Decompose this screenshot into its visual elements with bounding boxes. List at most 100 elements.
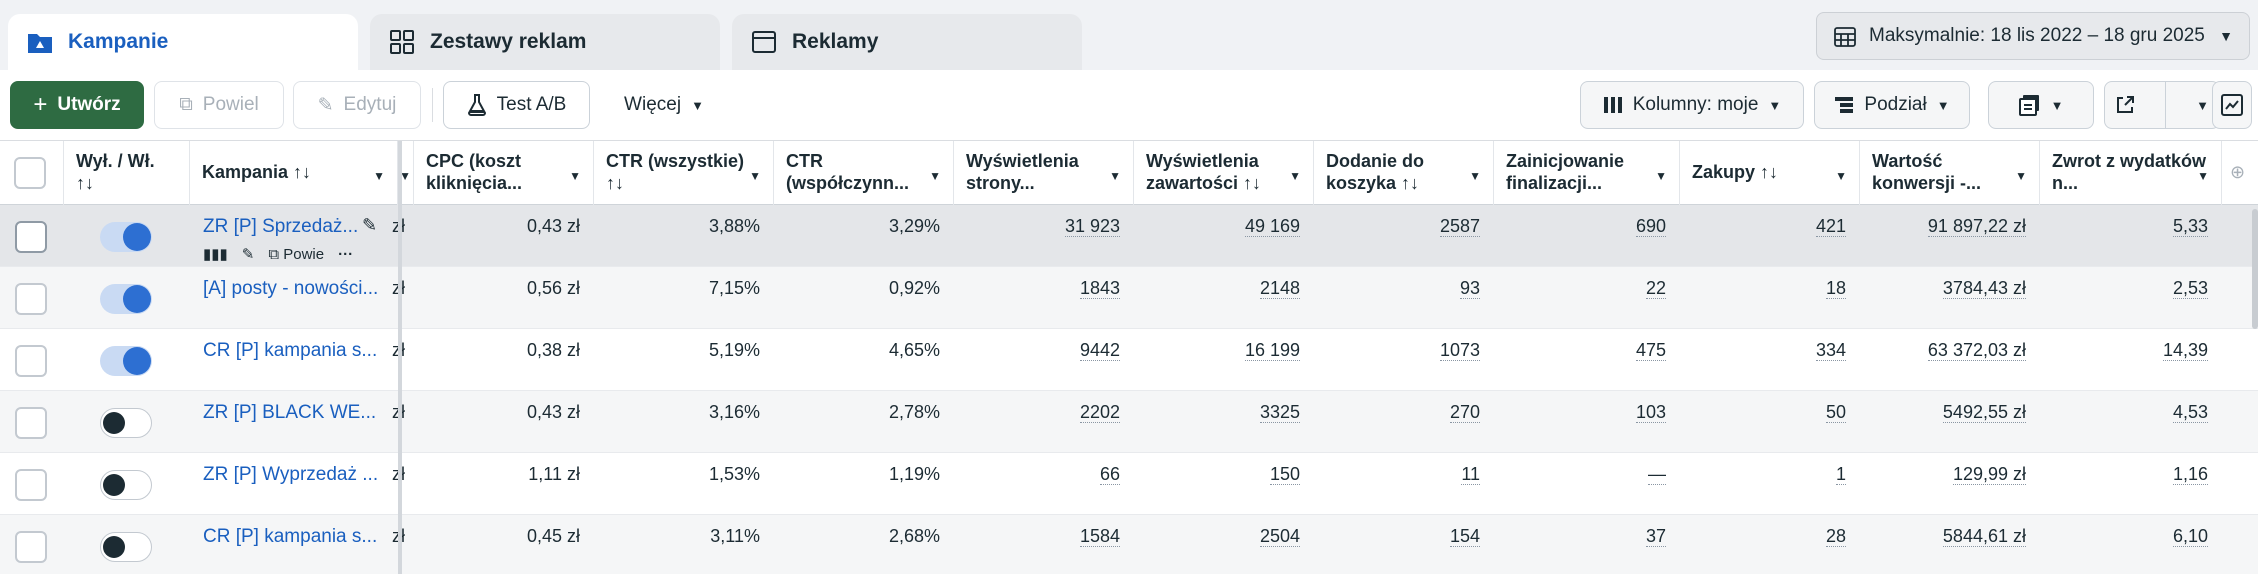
table-row[interactable]: ZR [P] Sprzedaż...zł0,43 zł3,88%3,29%31 … bbox=[0, 205, 2258, 267]
vertical-scrollbar[interactable] bbox=[2252, 209, 2258, 329]
cell-checkout[interactable]: — bbox=[1494, 453, 1680, 515]
row-checkbox[interactable] bbox=[15, 531, 47, 563]
cell-roas[interactable]: 4,53 bbox=[2040, 391, 2222, 453]
select-all-checkbox[interactable] bbox=[14, 157, 46, 189]
edit-icon[interactable]: ✎ bbox=[241, 246, 255, 263]
reports-button[interactable]: ▼ bbox=[1988, 81, 2094, 129]
header-page-views[interactable]: Wyświetlenia strony... ▼ bbox=[954, 141, 1134, 205]
cell-roas[interactable]: 14,39 bbox=[2040, 329, 2222, 391]
edit-button[interactable]: ✎ Edytuj bbox=[293, 81, 421, 129]
table-row[interactable]: CR [P] kampania s...zł0,38 zł5,19%4,65%9… bbox=[0, 329, 2258, 391]
export-button[interactable]: ▼ bbox=[2104, 81, 2220, 129]
campaign-toggle[interactable] bbox=[100, 408, 152, 438]
cell-checkout[interactable]: 37 bbox=[1494, 515, 1680, 574]
cell-page-views[interactable]: 1843 bbox=[954, 267, 1134, 329]
header-content-views[interactable]: Wyświetlenia zawartości ↑↓ ▼ bbox=[1134, 141, 1314, 205]
header-conv-value[interactable]: Wartość konwersji -... ▼ bbox=[1860, 141, 2040, 205]
cell-roas[interactable]: 1,16 bbox=[2040, 453, 2222, 515]
campaign-toggle[interactable] bbox=[100, 470, 152, 500]
duplicate-button[interactable]: ⧉ Powiel bbox=[154, 81, 284, 129]
cell-add-to-cart[interactable]: 93 bbox=[1314, 267, 1494, 329]
header-ctr-all[interactable]: CTR (wszystkie) ↑↓ ▼ bbox=[594, 141, 774, 205]
cell-purchases[interactable]: 50 bbox=[1680, 391, 1860, 453]
table-row[interactable]: ZR [P] Wyprzedaż ...zł1,11 zł1,53%1,19%6… bbox=[0, 453, 2258, 515]
cell-add-to-cart[interactable]: 1073 bbox=[1314, 329, 1494, 391]
campaign-name-link[interactable]: [A] posty - nowości... bbox=[203, 278, 379, 299]
cell-purchases[interactable]: 28 bbox=[1680, 515, 1860, 574]
cell-add-to-cart[interactable]: 154 bbox=[1314, 515, 1494, 574]
table-row[interactable]: ZR [P] BLACK WE...zł0,43 zł3,16%2,78%220… bbox=[0, 391, 2258, 453]
header-ctr-link[interactable]: CTR (współczynn... ▼ bbox=[774, 141, 954, 205]
campaign-name-link[interactable]: ZR [P] Wyprzedaż ... bbox=[203, 464, 379, 485]
cell-add-to-cart[interactable]: 11 bbox=[1314, 453, 1494, 515]
header-campaign[interactable]: Kampania ↑↓ ▼ bbox=[190, 141, 398, 205]
chart-button[interactable] bbox=[2212, 81, 2252, 129]
cell-content-views[interactable]: 2504 bbox=[1134, 515, 1314, 574]
row-checkbox[interactable] bbox=[15, 345, 47, 377]
campaign-toggle[interactable] bbox=[100, 222, 152, 252]
cell-checkout[interactable]: 475 bbox=[1494, 329, 1680, 391]
header-cpc[interactable]: CPC (koszt kliknięcia... ▼ bbox=[414, 141, 594, 205]
cell-roas[interactable]: 2,53 bbox=[2040, 267, 2222, 329]
cell-content-views[interactable]: 3325 bbox=[1134, 391, 1314, 453]
cell-page-views[interactable]: 66 bbox=[954, 453, 1134, 515]
cell-page-views[interactable]: 2202 bbox=[954, 391, 1134, 453]
tab-ads[interactable]: Reklamy bbox=[732, 14, 1082, 70]
table-row[interactable]: [A] posty - nowości...zł0,56 zł7,15%0,92… bbox=[0, 267, 2258, 329]
row-checkbox[interactable] bbox=[15, 469, 47, 501]
header-roas[interactable]: Zwrot z wydatków n... ▼ bbox=[2040, 141, 2222, 205]
campaign-toggle[interactable] bbox=[100, 532, 152, 562]
cell-checkout[interactable]: 103 bbox=[1494, 391, 1680, 453]
cell-content-views[interactable]: 2148 bbox=[1134, 267, 1314, 329]
cell-content-views[interactable]: 150 bbox=[1134, 453, 1314, 515]
campaign-toggle[interactable] bbox=[100, 346, 152, 376]
header-add-to-cart[interactable]: Dodanie do koszyka ↑↓ ▼ bbox=[1314, 141, 1494, 205]
cell-add-to-cart[interactable]: 2587 bbox=[1314, 205, 1494, 267]
cell-checkout[interactable]: 690 bbox=[1494, 205, 1680, 267]
cell-purchases[interactable]: 1 bbox=[1680, 453, 1860, 515]
tab-campaigns[interactable]: Kampanie bbox=[8, 14, 358, 70]
edit-name-icon[interactable]: ✎ bbox=[362, 215, 378, 235]
cell-page-views[interactable]: 31 923 bbox=[954, 205, 1134, 267]
campaign-name-link[interactable]: CR [P] kampania s... bbox=[203, 526, 378, 547]
create-button[interactable]: + Utwórz bbox=[10, 81, 144, 129]
more-button[interactable]: Więcej ▼ bbox=[605, 81, 723, 129]
row-checkbox[interactable] bbox=[15, 407, 47, 439]
campaign-name-link[interactable]: CR [P] kampania s... bbox=[203, 340, 378, 361]
duplicate-row-button[interactable]: ⧉ Powie bbox=[268, 245, 325, 263]
cell-checkout[interactable]: 22 bbox=[1494, 267, 1680, 329]
cell-conv-value[interactable]: 91 897,22 zł bbox=[1860, 205, 2040, 267]
breakdown-button[interactable]: Podział ▼ bbox=[1814, 81, 1970, 129]
tab-ad-sets[interactable]: Zestawy reklam bbox=[370, 14, 720, 70]
cell-conv-value[interactable]: 5844,61 zł bbox=[1860, 515, 2040, 574]
header-purchases[interactable]: Zakupy ↑↓ ▼ bbox=[1680, 141, 1860, 205]
cell-conv-value[interactable]: 129,99 zł bbox=[1860, 453, 2040, 515]
date-range-picker[interactable]: Maksymalnie: 18 lis 2022 – 18 gru 2025 ▼ bbox=[1816, 12, 2250, 60]
cell-purchases[interactable]: 421 bbox=[1680, 205, 1860, 267]
cell-page-views[interactable]: 9442 bbox=[954, 329, 1134, 391]
header-checkout[interactable]: Zainicjowanie finalizacji... ▼ bbox=[1494, 141, 1680, 205]
row-checkbox[interactable] bbox=[15, 283, 47, 315]
cell-purchases[interactable]: 18 bbox=[1680, 267, 1860, 329]
export-icon bbox=[2117, 96, 2135, 113]
table-row[interactable]: CR [P] kampania s...zł0,45 zł3,11%2,68%1… bbox=[0, 515, 2258, 574]
header-onoff[interactable]: Wył. / Wł. ↑↓ bbox=[64, 141, 190, 205]
cell-roas[interactable]: 5,33 bbox=[2040, 205, 2222, 267]
add-column-icon[interactable]: ⊕ bbox=[2230, 162, 2246, 182]
campaign-name-link[interactable]: ZR [P] BLACK WE... bbox=[203, 402, 377, 423]
cell-content-views[interactable]: 49 169 bbox=[1134, 205, 1314, 267]
columns-button[interactable]: Kolumny: moje ▼ bbox=[1580, 81, 1804, 129]
cell-roas[interactable]: 6,10 bbox=[2040, 515, 2222, 574]
more-options-icon[interactable]: ··· bbox=[338, 245, 354, 263]
view-charts-icon[interactable]: ▮▮▮ bbox=[203, 246, 228, 263]
campaign-toggle[interactable] bbox=[100, 284, 152, 314]
row-checkbox[interactable] bbox=[15, 221, 47, 253]
ab-test-button[interactable]: Test A/B bbox=[443, 81, 590, 129]
cell-conv-value[interactable]: 5492,55 zł bbox=[1860, 391, 2040, 453]
cell-content-views[interactable]: 16 199 bbox=[1134, 329, 1314, 391]
cell-purchases[interactable]: 334 bbox=[1680, 329, 1860, 391]
cell-conv-value[interactable]: 63 372,03 zł bbox=[1860, 329, 2040, 391]
cell-conv-value[interactable]: 3784,43 zł bbox=[1860, 267, 2040, 329]
cell-page-views[interactable]: 1584 bbox=[954, 515, 1134, 574]
cell-add-to-cart[interactable]: 270 bbox=[1314, 391, 1494, 453]
